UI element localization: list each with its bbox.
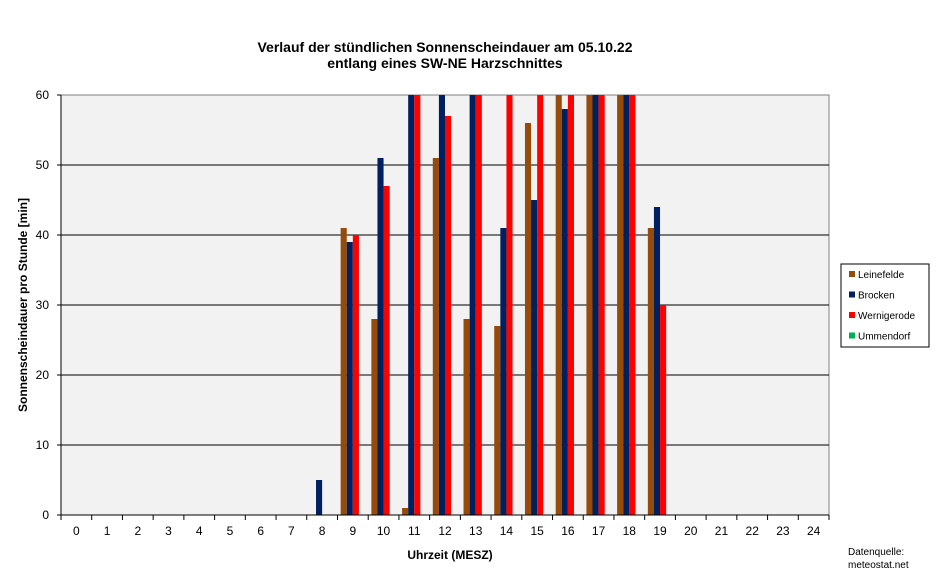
bar-leinefelde-10: [371, 319, 378, 515]
legend-label-brocken: Brocken: [858, 291, 895, 302]
bar-wernigerode-15: [537, 95, 544, 515]
bar-wernigerode-19: [660, 305, 667, 515]
y-tick-label: 0: [42, 508, 49, 522]
x-tick-label: 12: [438, 524, 452, 538]
y-tick-label: 50: [36, 158, 50, 172]
bar-wernigerode-13: [475, 95, 482, 515]
bar-brocken-19: [653, 207, 661, 515]
bar-brocken-17: [592, 95, 599, 515]
bar-brocken-18: [623, 95, 630, 515]
y-tick-label: 10: [36, 438, 50, 452]
bar-leinefelde-14: [494, 326, 501, 515]
x-tick-label: 14: [500, 524, 514, 538]
bar-brocken-10: [377, 158, 384, 515]
bar-brocken-16: [561, 109, 568, 515]
bar-leinefelde-19: [647, 228, 654, 515]
bar-leinefelde-12: [432, 158, 439, 515]
y-axis-label: Sonnenscheindauer pro Stunde [min]: [16, 198, 30, 412]
x-tick-label: 4: [196, 524, 203, 538]
bar-wernigerode-17: [598, 95, 605, 515]
x-tick-label: 8: [319, 524, 326, 538]
chart-title-line-1: Verlauf der stündlichen Sonnenscheindaue…: [257, 39, 632, 55]
bar-leinefelde-17: [586, 95, 593, 515]
bar-wernigerode-12: [445, 116, 452, 515]
bar-brocken-8: [316, 480, 323, 515]
legend-swatch-leinefelde: [849, 271, 855, 277]
bar-leinefelde-11: [402, 508, 409, 515]
x-tick-label: 22: [746, 524, 760, 538]
x-tick-label: 7: [288, 524, 295, 538]
bar-brocken-15: [531, 200, 538, 515]
x-tick-label: 11: [408, 524, 421, 538]
bar-wernigerode-10: [383, 186, 390, 515]
x-tick-label: 15: [530, 524, 544, 538]
legend-label-leinefelde: Leinefelde: [858, 270, 905, 281]
x-tick-label: 13: [469, 524, 483, 538]
x-tick-label: 6: [257, 524, 264, 538]
x-tick-label: 21: [715, 524, 729, 538]
source-label: Datenquelle:: [848, 547, 904, 558]
legend-swatch-brocken: [849, 291, 855, 298]
y-tick-label: 60: [36, 88, 50, 102]
x-tick-label: 17: [592, 524, 606, 538]
bar-wernigerode-18: [629, 95, 636, 515]
y-tick-label: 30: [36, 298, 50, 312]
x-tick-label: 23: [776, 524, 790, 538]
bar-leinefelde-15: [524, 123, 532, 515]
bar-brocken-14: [500, 228, 507, 515]
source-value: meteostat.net: [848, 560, 909, 571]
bar-wernigerode-9: [352, 235, 359, 515]
x-tick-label: 9: [349, 524, 356, 538]
x-tick-label: 16: [561, 524, 575, 538]
legend-label-ummendorf: Ummendorf: [858, 332, 910, 343]
bar-brocken-13: [469, 95, 476, 515]
x-tick-label: 20: [684, 524, 698, 538]
bar-wernigerode-11: [414, 95, 421, 515]
y-tick-label: 40: [36, 228, 50, 242]
legend: [840, 263, 930, 348]
x-tick-label: 0: [73, 524, 80, 538]
bar-brocken-9: [346, 242, 353, 515]
bar-wernigerode-16: [567, 95, 574, 515]
y-tick-label: 20: [36, 368, 50, 382]
x-tick-label: 2: [134, 524, 141, 538]
bar-brocken-11: [408, 95, 415, 515]
x-tick-label: 18: [623, 524, 637, 538]
bar-leinefelde-13: [463, 319, 470, 515]
bar-leinefelde-18: [617, 95, 624, 515]
legend-swatch-ummendorf: [849, 332, 855, 339]
bar-leinefelde-16: [555, 95, 562, 515]
bar-leinefelde-9: [340, 228, 347, 515]
x-tick-label: 24: [807, 524, 821, 538]
x-tick-label: 5: [227, 524, 234, 538]
chart-title-line-2: entlang eines SW-NE Harzschnittes: [327, 55, 563, 71]
bar-wernigerode-14: [506, 95, 513, 515]
x-tick-label: 1: [104, 524, 111, 538]
bar-brocken-12: [438, 95, 445, 515]
x-tick-label: 10: [377, 524, 391, 538]
legend-swatch-wernigerode: [849, 312, 855, 318]
x-tick-label: 3: [165, 524, 172, 538]
legend-label-wernigerode: Wernigerode: [858, 311, 916, 322]
x-axis-label: Uhrzeit (MESZ): [407, 548, 492, 562]
x-tick-label: 19: [653, 524, 667, 538]
